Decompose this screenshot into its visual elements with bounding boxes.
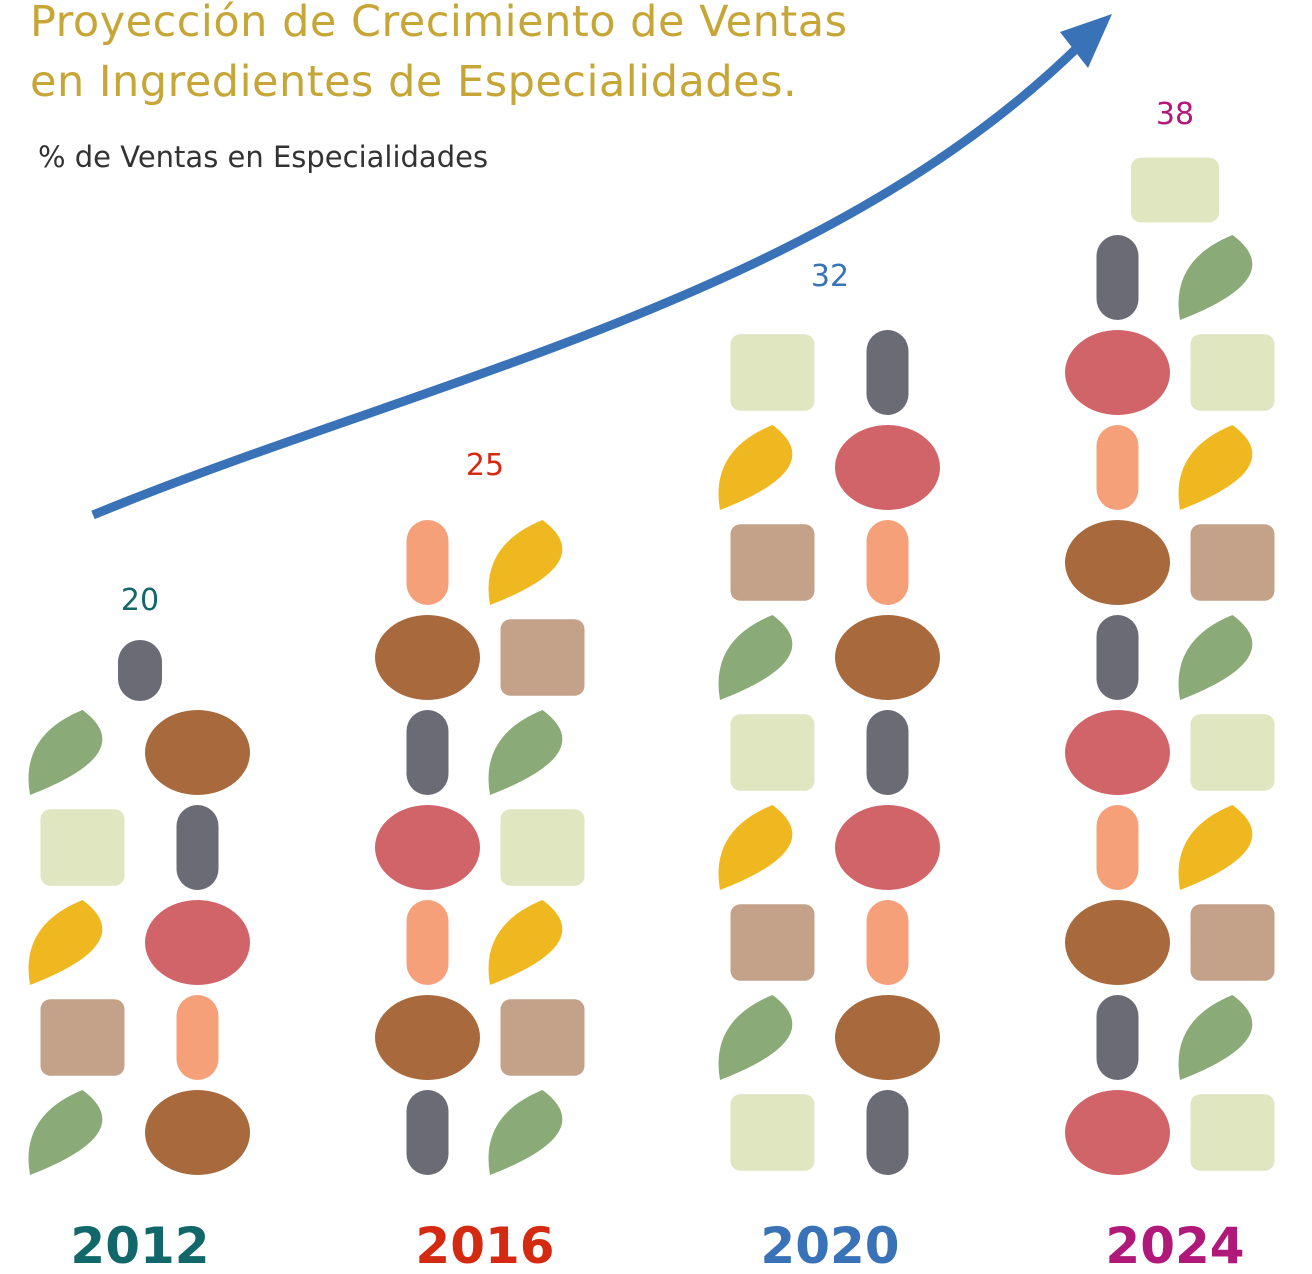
package-icon <box>1131 158 1219 223</box>
food-icon <box>1065 900 1170 985</box>
leaf-icon <box>489 520 563 605</box>
sausage-icon <box>1097 235 1139 320</box>
package-icon <box>1191 1094 1275 1171</box>
package-icon <box>41 999 125 1076</box>
category-label: 2020 <box>760 1217 899 1274</box>
package-icon <box>1191 334 1275 411</box>
leaf-icon <box>719 615 793 700</box>
chart: 20 2012 25 2016 32 2020 38 2024 <box>0 0 1312 1274</box>
leaf-icon <box>489 1090 563 1175</box>
package-icon <box>1191 714 1275 791</box>
food-icon <box>1065 1090 1170 1175</box>
sausage-icon <box>867 330 909 415</box>
sausage-icon <box>1097 805 1139 890</box>
sausage-icon <box>867 900 909 985</box>
sausage-icon <box>177 805 219 890</box>
leaf-icon <box>1179 235 1253 320</box>
leaf-icon <box>29 900 103 985</box>
sausage-icon <box>867 520 909 605</box>
category-label: 2024 <box>1105 1217 1244 1274</box>
food-icon <box>835 995 940 1080</box>
sausage-icon <box>407 1090 449 1175</box>
category-label: 2016 <box>415 1217 554 1274</box>
leaf-icon <box>1179 805 1253 890</box>
package-icon <box>41 809 125 886</box>
food-icon <box>835 425 940 510</box>
leaf-icon <box>719 425 793 510</box>
food-icon <box>145 1090 250 1175</box>
value-label: 25 <box>466 448 504 483</box>
sausage-icon <box>407 900 449 985</box>
package-icon <box>1191 904 1275 981</box>
sausage-icon <box>867 710 909 795</box>
package-icon <box>731 1094 815 1171</box>
food-icon <box>375 995 480 1080</box>
food-icon <box>835 615 940 700</box>
package-icon <box>731 524 815 601</box>
sausage-icon <box>177 995 219 1080</box>
food-stack <box>375 520 585 1175</box>
package-icon <box>501 619 585 696</box>
sausage-icon <box>1097 425 1139 510</box>
food-icon <box>1065 520 1170 605</box>
package-icon <box>1191 524 1275 601</box>
leaf-icon <box>1179 995 1253 1080</box>
package-icon <box>731 714 815 791</box>
food-icon <box>835 805 940 890</box>
leaf-icon <box>1179 615 1253 700</box>
sausage-icon <box>407 710 449 795</box>
category-label: 2012 <box>70 1217 209 1274</box>
value-label: 20 <box>121 583 159 618</box>
food-icon <box>375 805 480 890</box>
value-label: 32 <box>811 259 849 294</box>
food-icon <box>1065 710 1170 795</box>
food-icon <box>145 900 250 985</box>
food-icon <box>1065 330 1170 415</box>
leaf-icon <box>489 710 563 795</box>
leaf-icon <box>29 710 103 795</box>
package-icon <box>501 999 585 1076</box>
leaf-icon <box>1179 425 1253 510</box>
sausage-icon <box>1097 615 1139 700</box>
sausage-icon <box>118 640 162 701</box>
food-stack <box>29 640 251 1175</box>
leaf-icon <box>719 805 793 890</box>
package-icon <box>731 904 815 981</box>
value-label: 38 <box>1156 97 1194 132</box>
sausage-icon <box>867 1090 909 1175</box>
food-icon <box>145 710 250 795</box>
food-stack <box>719 330 941 1175</box>
food-stack <box>1065 158 1275 1175</box>
growth-arrow <box>93 45 1080 515</box>
package-icon <box>501 809 585 886</box>
sausage-icon <box>407 520 449 605</box>
sausage-icon <box>1097 995 1139 1080</box>
leaf-icon <box>719 995 793 1080</box>
page: Proyección de Crecimiento de Ventas en I… <box>0 0 1312 1274</box>
leaf-icon <box>29 1090 103 1175</box>
leaf-icon <box>489 900 563 985</box>
package-icon <box>731 334 815 411</box>
food-icon <box>375 615 480 700</box>
